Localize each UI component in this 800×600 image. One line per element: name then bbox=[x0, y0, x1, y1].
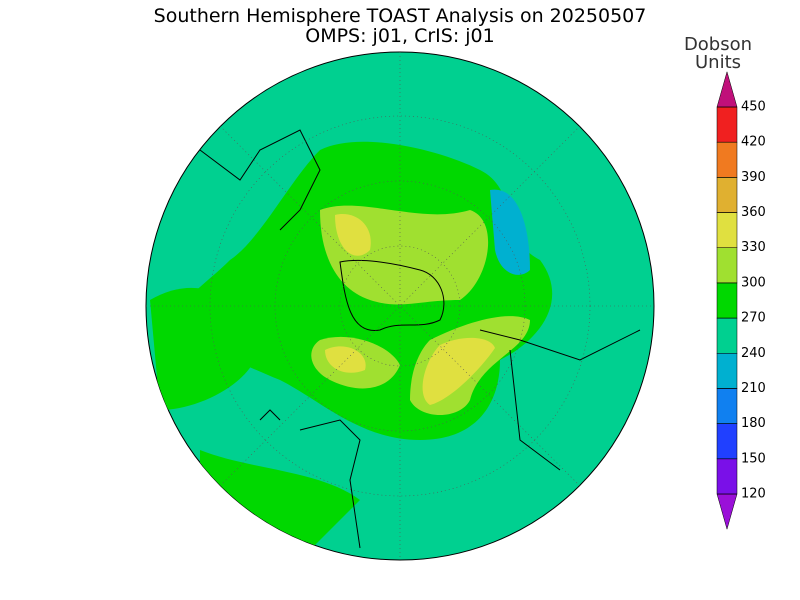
colorbar-tick-label: 390 bbox=[741, 170, 766, 185]
colorbar-tick-label: 180 bbox=[741, 416, 766, 431]
colorbar-band bbox=[716, 353, 738, 389]
graticule bbox=[146, 52, 654, 560]
colorbar-tick-label: 120 bbox=[741, 487, 766, 502]
colorbar-tick-label: 240 bbox=[741, 346, 766, 361]
subtitle: OMPS: j01, CrIS: j01 bbox=[305, 25, 494, 47]
colorbar-tick-label: 420 bbox=[741, 135, 766, 150]
colorbar-band bbox=[716, 317, 738, 354]
polar-map bbox=[145, 51, 655, 561]
colorbar-band bbox=[716, 388, 738, 424]
colorbar: Dobson Units 120 150 180 210 240 270 300 330 360… bbox=[684, 34, 766, 531]
colorbar-tick-label: 330 bbox=[741, 240, 766, 255]
colorbar-tick-label: 270 bbox=[741, 311, 766, 326]
ozone-region bbox=[422, 337, 495, 405]
colorbar-tick-label: 150 bbox=[741, 451, 766, 466]
colorbar-end bbox=[716, 70, 738, 108]
ozone-region bbox=[490, 189, 530, 275]
colorbar-band bbox=[716, 141, 738, 178]
ozone-region bbox=[335, 214, 371, 256]
coastline bbox=[199, 129, 641, 549]
colorbar-band bbox=[716, 212, 738, 248]
ozone-field bbox=[146, 52, 654, 560]
title: Southern Hemisphere TOAST Analysis on 20… bbox=[154, 5, 647, 27]
colorbar-tick-label: 210 bbox=[741, 381, 766, 396]
colorbar-tick-label: 300 bbox=[741, 275, 766, 290]
legend-title: Dobson bbox=[684, 34, 752, 55]
colorbar-tick-label: 450 bbox=[741, 100, 766, 115]
legend-title: Units bbox=[695, 52, 741, 73]
colorbar-band bbox=[716, 458, 738, 495]
colorbar-band bbox=[716, 282, 738, 319]
colorbar-band bbox=[716, 106, 738, 143]
colorbar-band bbox=[716, 177, 738, 213]
ozone-region bbox=[150, 287, 260, 410]
colorbar-end bbox=[716, 493, 738, 531]
colorbar-band bbox=[716, 423, 738, 460]
colorbar-band bbox=[716, 247, 738, 284]
ozone-region bbox=[325, 346, 366, 373]
coastline bbox=[339, 259, 445, 331]
colorbar-tick-label: 360 bbox=[741, 205, 766, 220]
